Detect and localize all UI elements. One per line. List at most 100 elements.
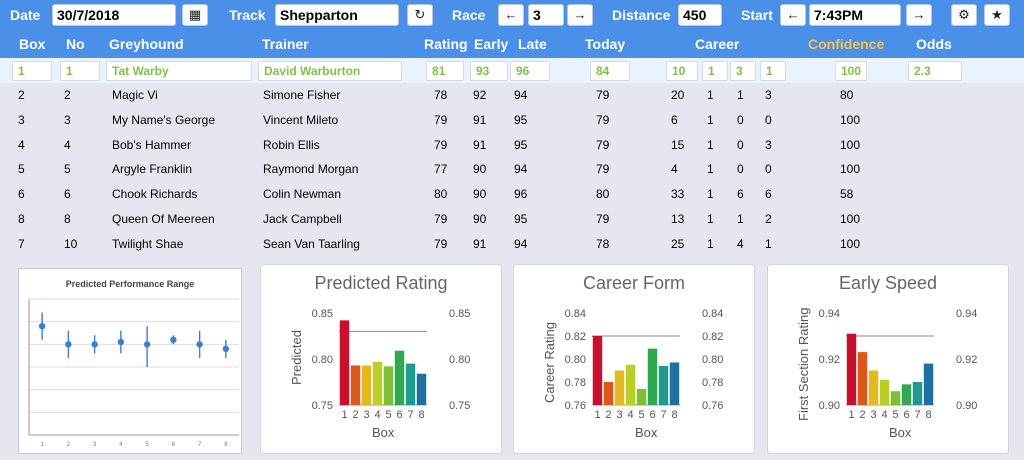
x-tick-label: 3 <box>363 409 369 421</box>
col-no[interactable]: No <box>66 36 85 52</box>
race-prev-button[interactable]: ← <box>498 4 524 26</box>
bar-box-6 <box>394 350 405 405</box>
start-next-button[interactable]: → <box>906 4 932 26</box>
col-career[interactable]: Career <box>695 36 740 52</box>
x-tick-label: 7 <box>914 409 920 421</box>
cell-rating: 79 <box>434 112 448 127</box>
cell-career-1: 1 <box>707 211 714 226</box>
calendar-icon[interactable]: ▦ <box>182 4 208 26</box>
selected-early[interactable]: 93 <box>470 61 508 81</box>
selected-confidence[interactable]: 100 <box>835 61 867 81</box>
cell-career-3: 2 <box>765 211 772 226</box>
y-tick-label-left: 0.78 <box>565 377 586 389</box>
selected-row[interactable]: 1 1 Tat Warby David Warburton 81 93 96 8… <box>0 58 1024 83</box>
table-row[interactable]: 4 4 Bob's Hammer Robin Ellis 79 91 95 79 15 1 0 3 10… <box>0 133 1024 158</box>
cell-no: 2 <box>64 88 71 102</box>
selected-career-thirds[interactable]: 1 <box>760 61 786 81</box>
cell-rating: 79 <box>434 211 448 226</box>
col-today[interactable]: Today <box>585 36 626 52</box>
range-point <box>170 336 177 343</box>
bar-box-5 <box>383 366 394 405</box>
x-tick-label: 7 <box>198 442 202 448</box>
col-rating[interactable]: Rating <box>424 36 468 52</box>
start-prev-button[interactable]: ← <box>780 4 806 26</box>
selected-career-seconds[interactable]: 3 <box>730 61 756 81</box>
x-tick-label: 1 <box>848 409 854 421</box>
cell-today: 79 <box>596 211 610 226</box>
selected-no[interactable]: 1 <box>60 61 100 81</box>
selected-greyhound[interactable]: Tat Warby <box>106 61 252 81</box>
col-early[interactable]: Early <box>474 36 509 52</box>
career-form-xlabel: Box <box>635 425 658 440</box>
x-tick-label: 4 <box>881 409 887 421</box>
race-next-button[interactable]: → <box>567 4 593 26</box>
race-field[interactable]: 3 <box>528 4 564 26</box>
track-field[interactable]: Shepparton <box>275 4 399 26</box>
start-field[interactable]: 7:43PM <box>809 4 901 26</box>
y-tick-label-left: 0.85 <box>312 308 333 320</box>
y-tick-label-left: 0.80 <box>565 354 586 366</box>
col-trainer[interactable]: Trainer <box>262 36 309 52</box>
cell-early: 91 <box>473 137 487 152</box>
career-form-title: Career Form <box>582 273 685 293</box>
selected-rating[interactable]: 81 <box>426 61 464 81</box>
table-row[interactable]: 3 3 My Name's George Vincent Mileto 79 91 95 79… <box>0 108 1024 133</box>
col-odds[interactable]: Odds <box>916 36 952 52</box>
predicted-rating-title: Predicted Rating <box>314 273 448 293</box>
bar-box-4 <box>625 364 636 405</box>
y-tick-label-left: 0.76 <box>565 400 586 412</box>
table-row[interactable]: 7 10 Twilight Shae Sean Van Taarling 79 91 94 7… <box>0 232 1024 257</box>
col-greyhound[interactable]: Greyhound <box>109 36 184 52</box>
selected-late[interactable]: 96 <box>510 61 550 81</box>
bar-box-7 <box>405 363 416 405</box>
col-box[interactable]: Box <box>19 36 46 52</box>
selected-odds[interactable]: 2.3 <box>908 61 962 81</box>
x-tick-label: 4 <box>627 409 633 421</box>
cell-box: 2 <box>18 88 25 102</box>
x-tick-label: 5 <box>145 442 149 448</box>
selected-box[interactable]: 1 <box>12 61 52 81</box>
cell-box: 3 <box>18 112 25 127</box>
cell-no: 4 <box>64 137 71 152</box>
bar-box-3 <box>361 365 372 405</box>
runner-list: 2 2 Magic Vi Simone Fisher 78 92 94 79 20 1 1 3 80 3 3… <box>0 83 1024 257</box>
cell-career-2: 6 <box>737 187 744 202</box>
table-row[interactable]: 8 8 Queen Of Meereen Jack Campbell 79 90 95 79 1… <box>0 207 1024 232</box>
cell-career-3: 3 <box>765 137 772 152</box>
date-label: Date <box>10 7 41 23</box>
cell-trainer: Simone Fisher <box>263 88 341 102</box>
x-tick-label: 3 <box>616 409 622 421</box>
selected-trainer[interactable]: David Warburton <box>258 61 402 81</box>
bar-box-8 <box>416 373 427 405</box>
table-row[interactable]: 6 6 Chook Richards Colin Newman 80 90 96 80 33 1 6… <box>0 182 1024 207</box>
cell-career-3: 0 <box>765 112 772 127</box>
cell-trainer: Vincent Mileto <box>263 112 339 127</box>
selected-career-starts[interactable]: 10 <box>666 61 698 81</box>
cell-career-0: 20 <box>671 88 685 102</box>
table-header: Box No Greyhound Trainer Rating Early La… <box>0 30 1024 58</box>
performance-range-plot: 1 2 3 4 5 6 7 8 <box>28 298 239 448</box>
range-point <box>65 341 72 348</box>
table-row[interactable]: 2 2 Magic Vi Simone Fisher 78 92 94 79 20 1 1 3 80 <box>0 83 1024 108</box>
predicted-rating-chart: 1 2 3 4 5 6 7 8 0.75 0.75 0.80 0.80 0.85 0.85 Predict… <box>260 264 502 454</box>
early-speed-xlabel: Box <box>889 425 912 440</box>
predicted-rating-plot: 1 2 3 4 5 6 7 8 0.75 0.75 0.80 0.80 0.85 0.85 <box>312 308 471 421</box>
career-form-plot: 1 2 3 4 5 6 7 8 0.76 0.76 0.78 0.78 0.80 0.80 0.82 0.82… <box>565 308 724 421</box>
y-tick-label-right: 0.80 <box>449 354 470 366</box>
date-field[interactable]: 30/7/2018 <box>52 4 176 26</box>
table-row[interactable]: 5 5 Argyle Franklin Raymond Morgan 77 90 94 79 4… <box>0 157 1024 182</box>
cell-trainer: Robin Ellis <box>263 137 320 152</box>
col-late[interactable]: Late <box>518 36 547 52</box>
cell-career-0: 6 <box>671 112 678 127</box>
star-icon[interactable]: ★ <box>984 4 1010 26</box>
refresh-icon[interactable]: ↻ <box>407 4 433 26</box>
cell-today: 78 <box>596 236 610 251</box>
cell-career-2: 4 <box>737 236 744 251</box>
selected-career-wins[interactable]: 1 <box>702 61 728 81</box>
col-confidence[interactable]: Confidence <box>808 36 885 52</box>
distance-field[interactable]: 450 <box>678 4 722 26</box>
start-label: Start <box>741 7 773 23</box>
selected-today[interactable]: 84 <box>590 61 630 81</box>
cell-late: 94 <box>514 88 528 102</box>
gear-icon[interactable]: ⚙ <box>951 4 977 26</box>
